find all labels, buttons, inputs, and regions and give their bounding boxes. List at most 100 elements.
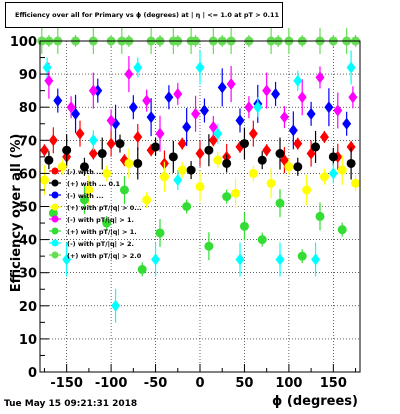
data-point xyxy=(182,121,192,134)
data-point xyxy=(346,61,356,74)
data-point xyxy=(133,130,143,143)
data-point xyxy=(124,158,134,168)
data-point xyxy=(128,101,138,114)
data-point xyxy=(42,61,52,74)
data-point xyxy=(195,61,205,74)
legend-label: (+) with pT/|q| > 0... xyxy=(67,204,142,213)
x-axis-label: ϕ (degrees) xyxy=(272,394,358,409)
data-point xyxy=(168,152,178,162)
data-point xyxy=(342,117,352,130)
series-yellow xyxy=(39,148,361,209)
data-point xyxy=(239,139,249,149)
data-point xyxy=(79,195,89,205)
data-point xyxy=(328,167,338,180)
data-point xyxy=(293,162,303,172)
data-point xyxy=(119,185,129,195)
data-point xyxy=(39,144,49,157)
legend-label: (-) with pT/|q| > 1. xyxy=(67,216,134,225)
y-tick-label: 60 xyxy=(19,167,37,182)
data-point xyxy=(48,208,58,218)
data-point xyxy=(213,127,223,140)
data-point xyxy=(208,121,218,134)
data-point xyxy=(124,68,134,81)
data-point xyxy=(191,107,201,120)
data-point xyxy=(62,145,72,155)
series-magenta xyxy=(44,56,358,152)
data-point xyxy=(226,78,236,91)
x-tick-label: -100 xyxy=(95,376,128,391)
data-point xyxy=(159,172,169,182)
data-point xyxy=(337,225,347,235)
data-point xyxy=(248,168,258,178)
data-point xyxy=(173,87,183,100)
data-point xyxy=(48,134,58,147)
data-point xyxy=(44,74,54,87)
data-point xyxy=(102,218,112,228)
data-point xyxy=(106,114,116,127)
chart-title: Efficiency over all for Primary vs ϕ (de… xyxy=(15,11,279,19)
data-point xyxy=(155,228,165,238)
title-box: Efficiency over all for Primary vs ϕ (de… xyxy=(5,2,283,28)
x-tick-label: 0 xyxy=(195,376,204,391)
data-point xyxy=(231,188,241,198)
y-tick-label: 40 xyxy=(19,234,37,249)
y-tick-label: 100 xyxy=(10,35,37,50)
data-point xyxy=(262,144,272,157)
data-point xyxy=(195,182,205,192)
legend-marker xyxy=(51,239,59,247)
legend-marker xyxy=(51,191,59,199)
data-point xyxy=(75,127,85,140)
data-point xyxy=(213,155,223,165)
data-point xyxy=(111,299,121,312)
data-point xyxy=(106,137,116,150)
tick-layer: -150 -100 -50 0 50 100 150 0 10 20 30 40 50 60 70 80 90 1… xyxy=(10,35,357,391)
data-point xyxy=(257,155,267,165)
data-point xyxy=(351,178,361,188)
data-point xyxy=(217,81,227,94)
data-point xyxy=(293,74,303,87)
data-point xyxy=(88,134,98,147)
y-tick-label: 0 xyxy=(28,366,37,381)
data-point xyxy=(97,149,107,159)
data-point xyxy=(235,253,245,266)
data-point xyxy=(115,139,125,149)
data-point xyxy=(333,104,343,117)
legend-marker xyxy=(51,227,59,235)
data-point xyxy=(88,147,98,160)
data-point xyxy=(248,127,258,140)
data-point xyxy=(266,178,276,188)
x-tick-label: 50 xyxy=(235,376,253,391)
y-axis-label: Efficiency over all (%) xyxy=(9,134,24,293)
data-point xyxy=(208,134,218,147)
legend-marker xyxy=(51,167,59,175)
x-tick-label: -150 xyxy=(50,376,83,391)
series-green xyxy=(48,175,347,277)
data-point xyxy=(319,172,329,182)
data-point xyxy=(302,185,312,195)
x-tick-label: -50 xyxy=(144,376,168,391)
y-tick-label: 20 xyxy=(19,300,37,315)
data-point xyxy=(239,221,249,231)
legend-marker xyxy=(51,251,59,259)
data-point xyxy=(324,101,334,114)
data-point xyxy=(142,195,152,205)
data-point xyxy=(186,165,196,175)
data-point xyxy=(39,175,49,185)
data-point xyxy=(155,127,165,140)
legend: (-) with ... (+) with ... 0.1 (-) with ...… xyxy=(49,167,142,261)
data-point xyxy=(315,71,325,84)
data-point xyxy=(311,142,321,152)
data-point xyxy=(346,158,356,168)
data-point xyxy=(244,101,254,114)
legend-label: (-) with ... xyxy=(67,168,104,176)
data-point xyxy=(311,253,321,266)
data-point xyxy=(57,162,67,172)
timestamp: Tue May 15 09:21:31 2018 xyxy=(4,399,138,409)
data-point xyxy=(297,251,307,261)
data-point xyxy=(319,130,329,143)
data-point xyxy=(182,202,192,211)
data-point xyxy=(146,111,156,124)
data-point xyxy=(348,91,358,104)
series-black xyxy=(44,127,356,180)
